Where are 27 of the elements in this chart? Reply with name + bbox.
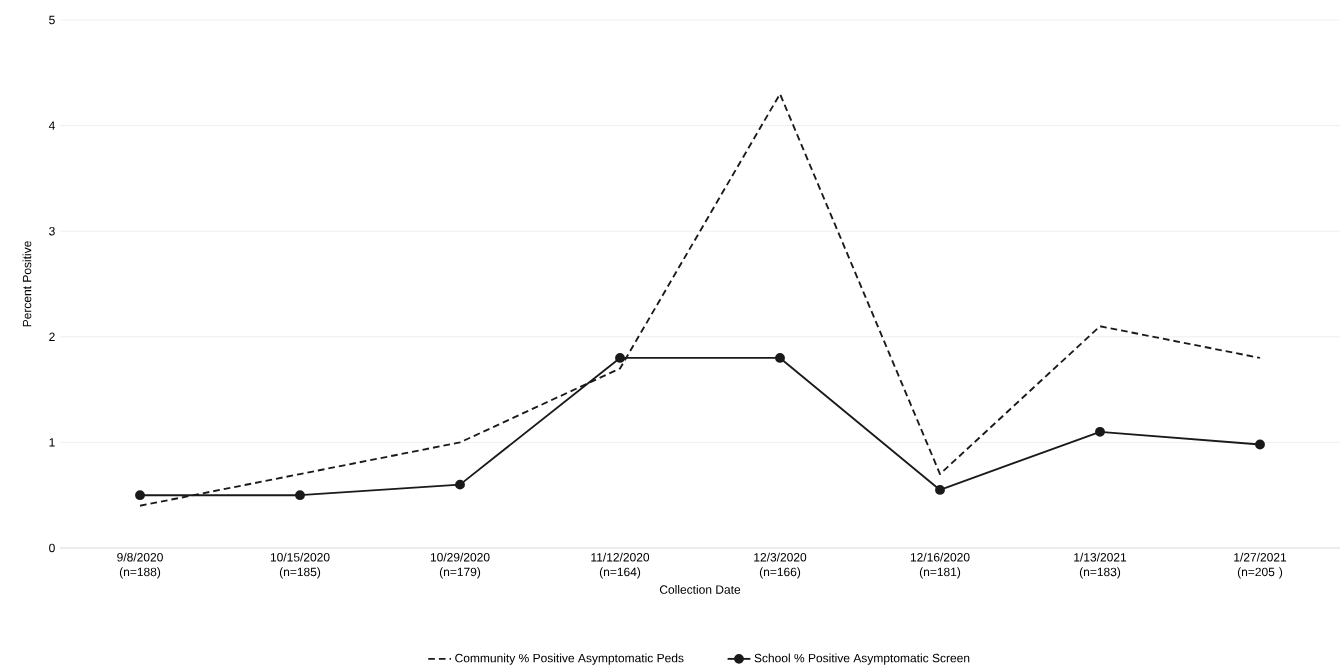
- y-tick-label: 0: [49, 543, 55, 553]
- y-tick-label: 1: [49, 438, 55, 447]
- x-tick-label: 9/8/2020 (n=188): [117, 552, 163, 579]
- point: [1255, 439, 1265, 450]
- x-tick-label: 12/16/2020 (n=181): [910, 552, 970, 579]
- point: [1095, 427, 1105, 437]
- y-axis-title: Percent Positive: [22, 241, 32, 327]
- x-tick-label: 10/29/2020 (n=179): [430, 552, 490, 579]
- legend-label: School % Positive Asymptomatic Screen: [754, 653, 970, 665]
- x-tick-label: 12/3/2020 (n=166): [754, 552, 807, 579]
- legend-label: Community % Positive Asymptomatic Peds: [455, 653, 684, 665]
- point: [775, 353, 785, 364]
- y-tick-label: 5: [49, 15, 55, 25]
- y-tick-label: 2: [49, 332, 55, 342]
- point: [455, 479, 465, 490]
- x-tick-label: 11/12/2020 (n=164): [591, 552, 650, 579]
- x-tick-label: 1/13/2021 (n=183): [1074, 552, 1127, 579]
- point: [135, 490, 145, 501]
- x-axis-title: Collection Date: [659, 585, 741, 595]
- line-series: [139, 93, 1261, 507]
- y-tick-label: 4: [48, 121, 55, 130]
- x-tick-label: 10/15/2020 (n=185): [270, 552, 330, 579]
- point: [615, 353, 625, 364]
- y-tick-label: 3: [49, 227, 55, 236]
- point: [295, 490, 305, 501]
- point: [935, 485, 945, 496]
- x-tick-label: 1/27/2021 (n=205 ): [1234, 552, 1287, 579]
